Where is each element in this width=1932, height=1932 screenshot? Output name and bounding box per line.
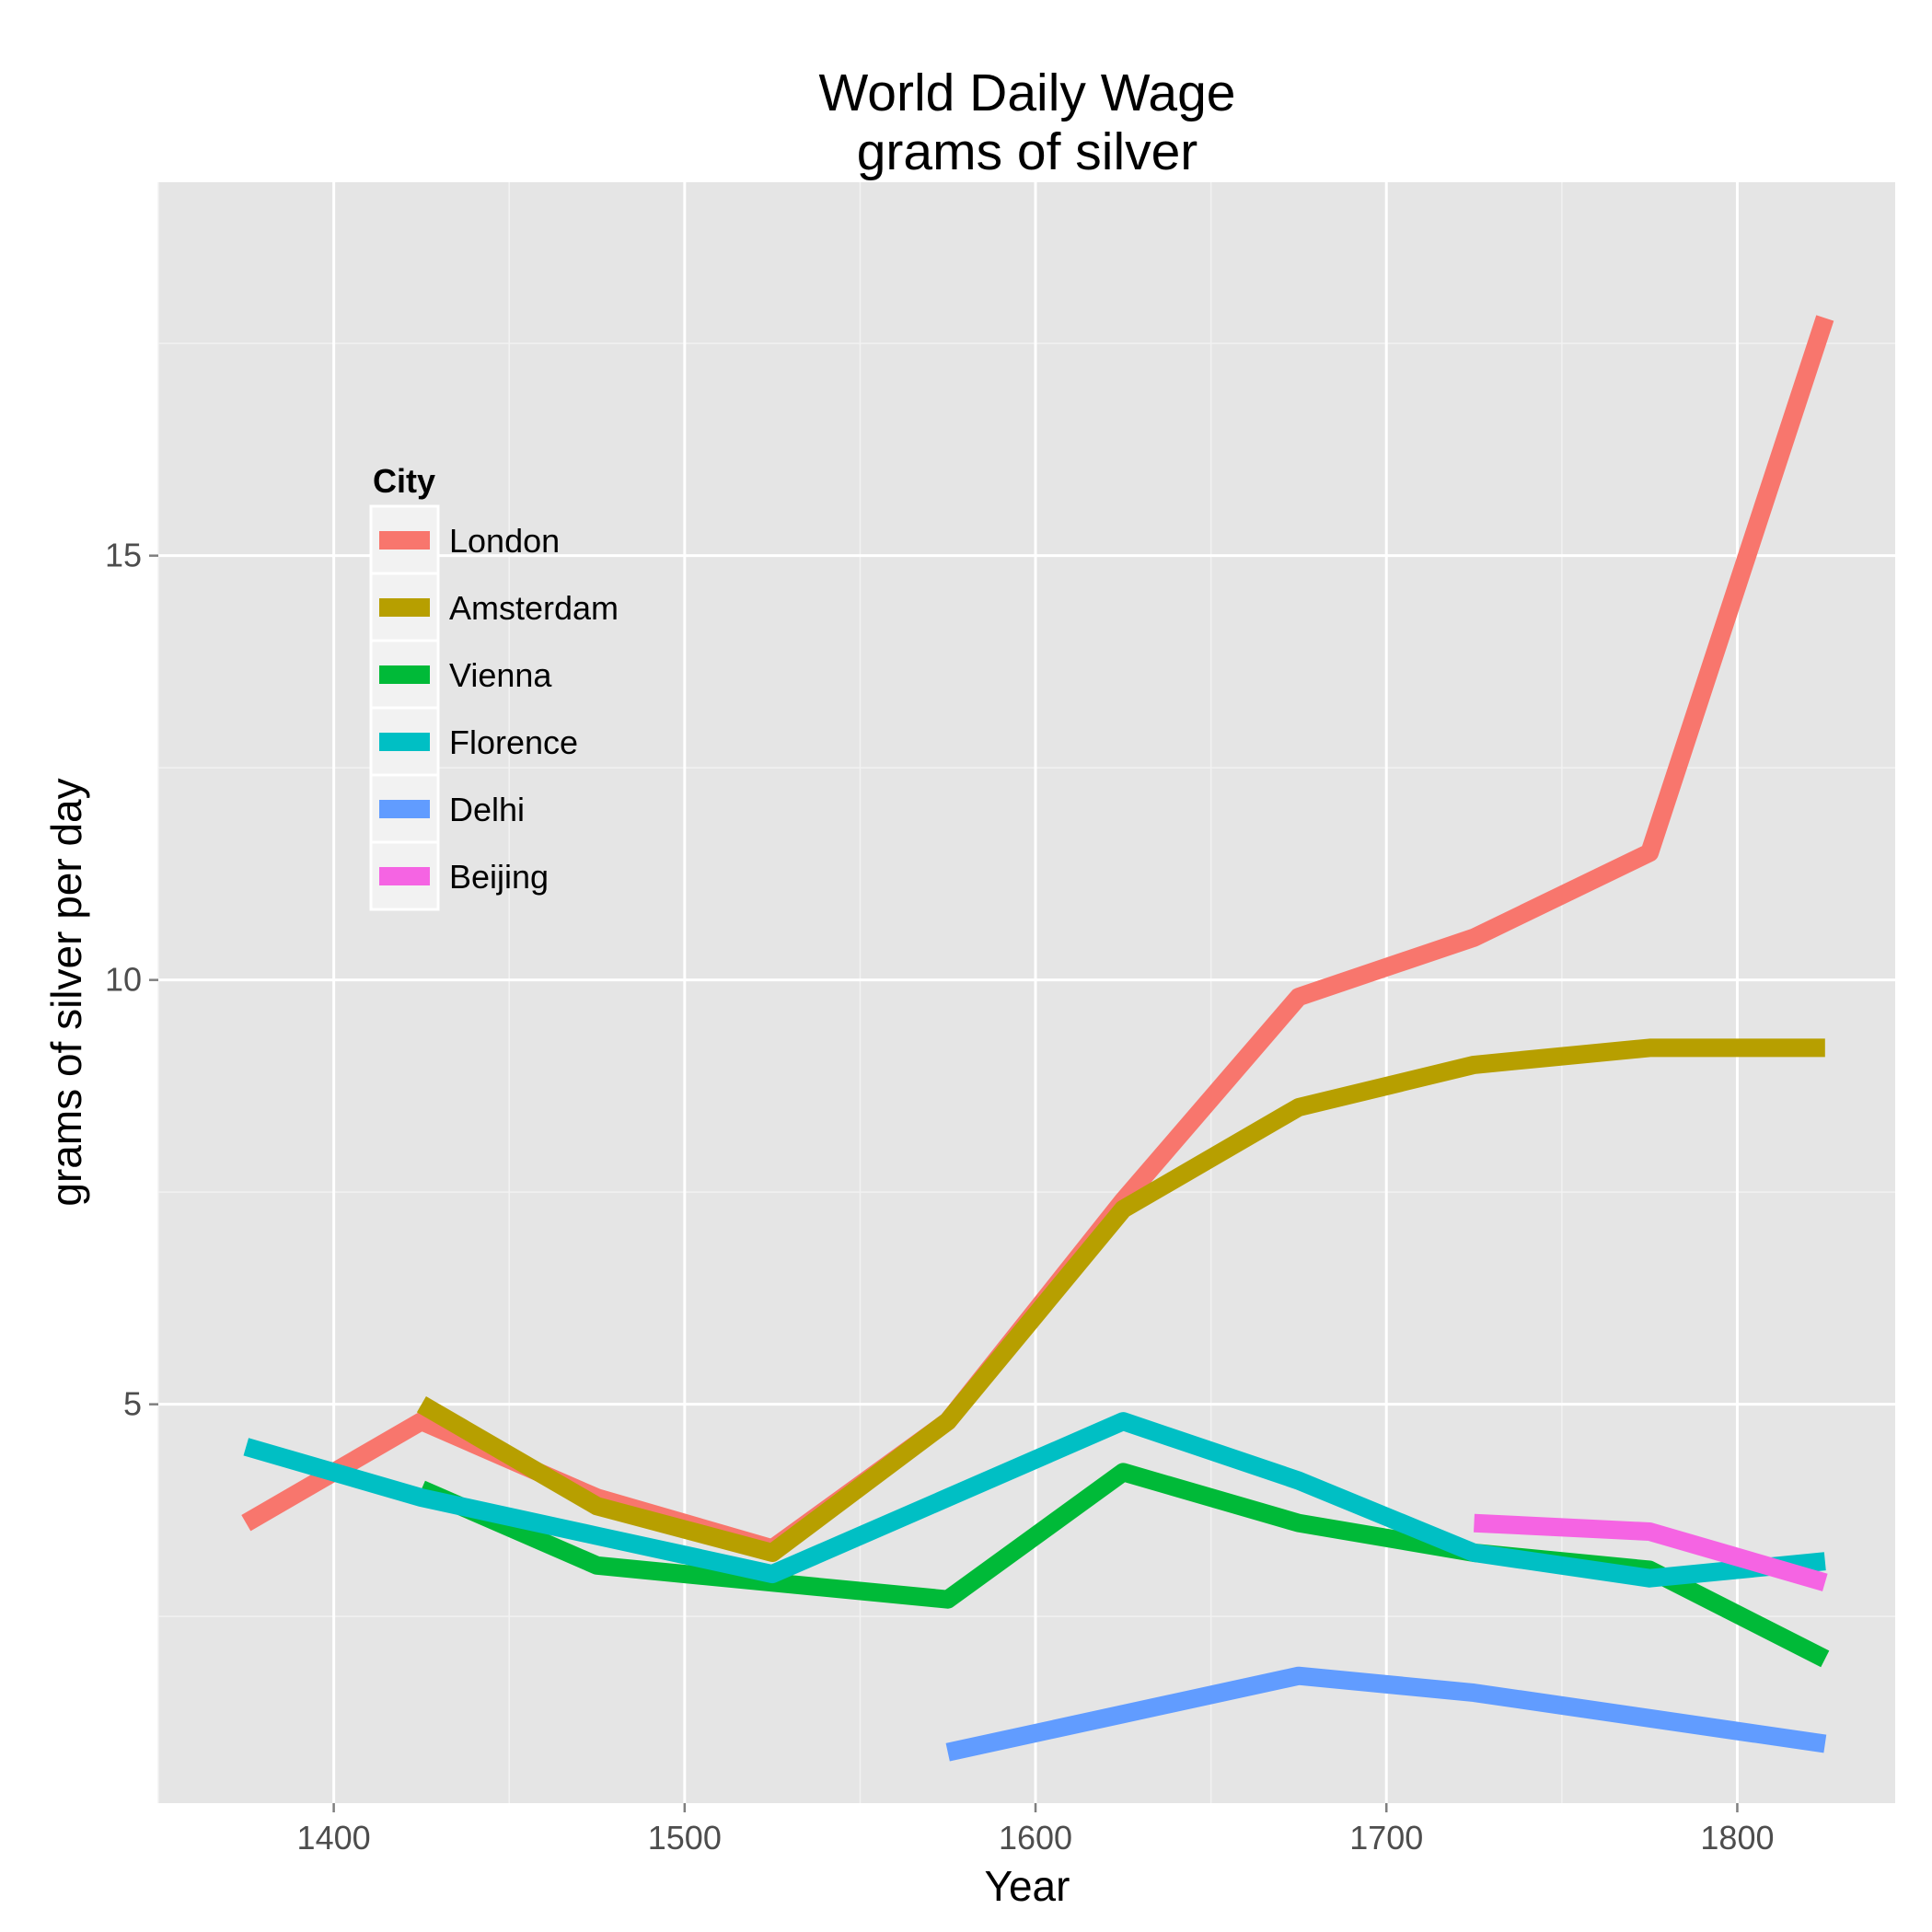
series-lines (241, 315, 1834, 1762)
legend-label: Vienna (449, 656, 552, 694)
legend-label: Florence (449, 723, 578, 761)
series-line-delhi (945, 1666, 1827, 1762)
y-tick-label: 10 (105, 961, 142, 999)
legend-label: London (449, 522, 560, 560)
legend-label: Amsterdam (449, 589, 619, 627)
legend: City London Amsterdam Vienna Florence Delhi B… (369, 462, 619, 911)
legend-title: City (373, 462, 435, 500)
series-line-amsterdam (416, 1038, 1825, 1562)
series-line-beijing (1474, 1513, 1828, 1591)
series-line-florence (243, 1412, 1826, 1588)
y-tick-label: 5 (123, 1385, 142, 1423)
x-axis: 1400 1500 1600 1700 1800 (297, 1803, 1775, 1857)
x-tick-label: 1800 (1700, 1819, 1774, 1857)
x-axis-title: Year (985, 1862, 1070, 1910)
minor-gridlines (157, 182, 1895, 1803)
x-tick-label: 1500 (648, 1819, 722, 1857)
chart-title-line-1: World Daily Wage (819, 64, 1236, 122)
x-tick-label: 1600 (999, 1819, 1072, 1857)
y-tick-label: 15 (105, 537, 142, 574)
chart-title-line-2: grams of silver (857, 122, 1198, 181)
legend-label: Delhi (449, 791, 525, 828)
legend-label: Beijing (449, 858, 549, 896)
y-axis: 5 10 15 (105, 537, 158, 1423)
x-tick-label: 1400 (297, 1819, 371, 1857)
y-axis-title: grams of silver per day (42, 778, 90, 1206)
x-tick-label: 1700 (1349, 1819, 1423, 1857)
